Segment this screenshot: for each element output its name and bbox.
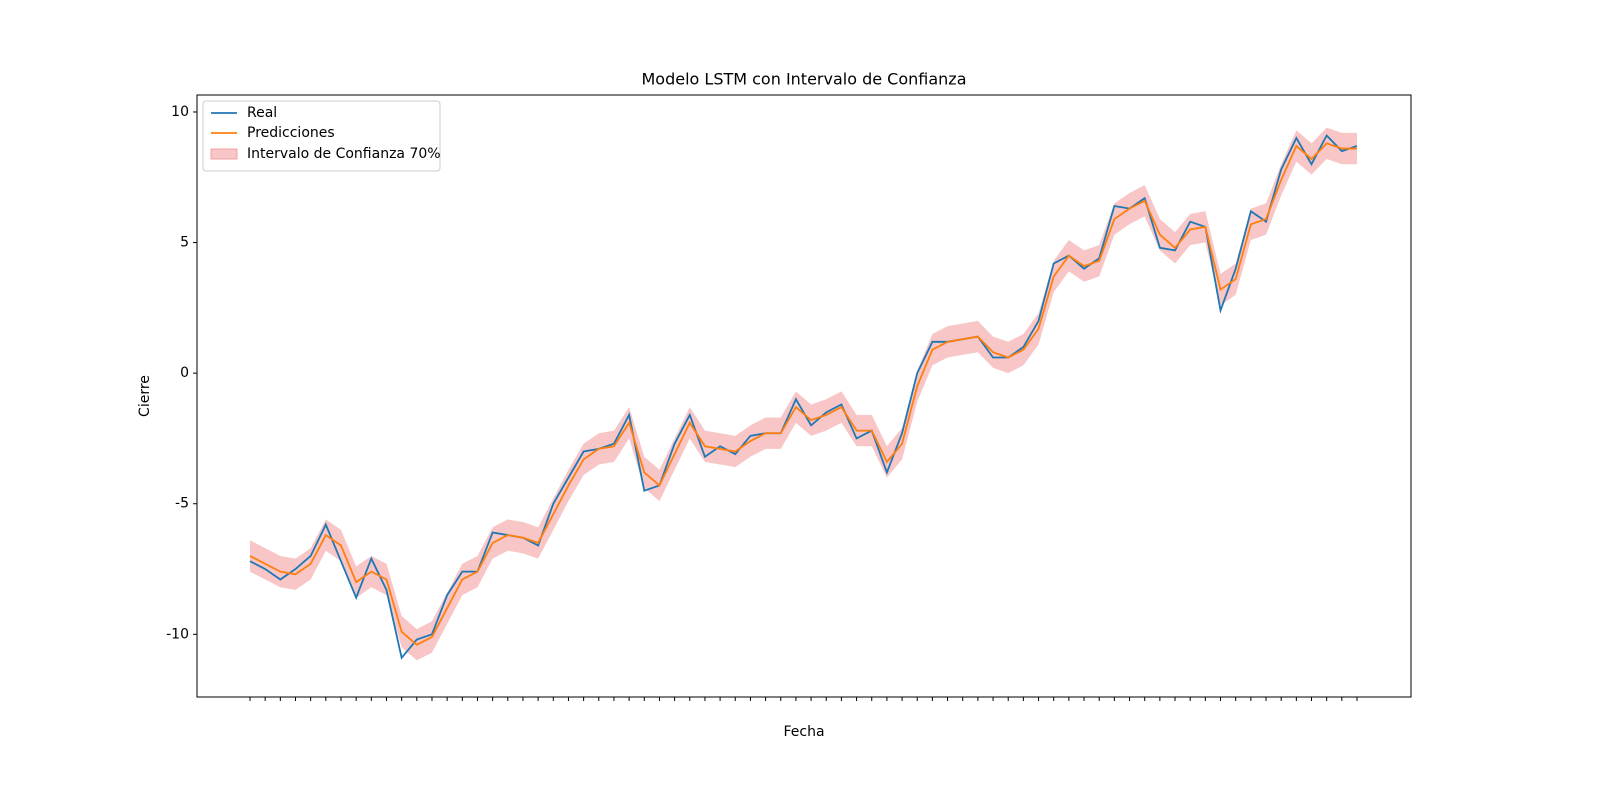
y-axis-label: Cierre bbox=[137, 375, 153, 417]
confidence-band bbox=[250, 127, 1357, 661]
legend-swatch bbox=[210, 148, 238, 160]
legend: Real Predicciones Intervalo de Confianza 7… bbox=[202, 100, 441, 172]
legend-label: Intervalo de Confianza 70% bbox=[247, 146, 441, 162]
plot-frame bbox=[196, 94, 1412, 698]
y-tick-label: -10 bbox=[166, 626, 189, 642]
legend-label: Predicciones bbox=[247, 125, 335, 141]
y-tick-label: 10 bbox=[171, 104, 189, 120]
chart-title: Modelo LSTM con Intervalo de Confianza bbox=[641, 70, 966, 89]
legend-box bbox=[202, 100, 441, 172]
y-tick-label: -5 bbox=[175, 496, 189, 512]
y-tick-label: 5 bbox=[180, 235, 189, 251]
series-line bbox=[249, 133, 1358, 660]
legend-label: Real bbox=[247, 105, 277, 121]
series-line bbox=[249, 142, 1357, 646]
x-axis-label: Fecha bbox=[783, 724, 824, 740]
y-tick-label: 0 bbox=[180, 365, 189, 381]
